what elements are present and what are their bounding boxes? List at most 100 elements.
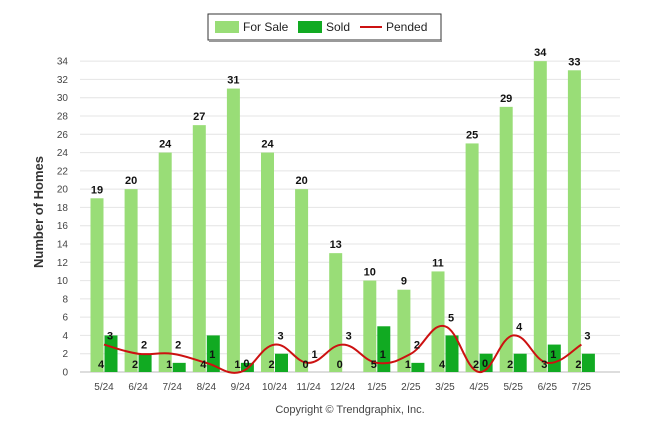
y-tick-label: 22	[57, 166, 69, 177]
for-sale-value-label: 29	[500, 93, 512, 105]
legend-box	[207, 13, 442, 41]
bar-for-sale	[363, 280, 377, 372]
for-sale-value-label: 19	[91, 184, 103, 196]
for-sale-value-label: 34	[534, 47, 547, 59]
x-tick-label: 6/25	[538, 382, 558, 393]
bar-for-sale	[192, 125, 206, 373]
pended-value-label: 1	[380, 349, 386, 361]
bar-sold	[513, 353, 527, 372]
pended-value-label: 0	[482, 358, 488, 370]
y-tick-label: 4	[62, 331, 68, 342]
bar-sold	[206, 335, 220, 372]
y-tick-label: 18	[57, 203, 69, 214]
bar-sold	[377, 326, 391, 372]
bar-for-sale	[295, 189, 309, 372]
bar-sold	[172, 362, 186, 372]
x-tick-label: 6/24	[128, 382, 148, 393]
sold-value-label: 2	[132, 359, 138, 371]
y-tick-label: 16	[57, 221, 69, 232]
legend-swatch-for-sale	[215, 21, 239, 33]
y-tick-label: 28	[57, 112, 69, 123]
pended-line-path	[103, 325, 582, 374]
bar-for-sale	[431, 271, 445, 372]
sold-value-label: 5	[371, 359, 377, 371]
sold-value-label: 3	[541, 359, 547, 371]
legend-label-sold: Sold	[326, 20, 350, 34]
for-sale-value-label: 33	[568, 56, 580, 68]
pended-value-label: 4	[516, 321, 523, 333]
y-tick-label: 20	[57, 185, 69, 196]
legend-swatch-sold	[298, 21, 322, 33]
bars	[90, 61, 595, 373]
x-tick-label: 5/24	[94, 382, 114, 393]
sold-value-label: 2	[507, 359, 513, 371]
bar-for-sale	[226, 88, 240, 373]
sold-value-label: 2	[473, 359, 479, 371]
sold-value-label: 2	[268, 359, 274, 371]
x-tick-label: 7/24	[162, 382, 182, 393]
legend-label-pended: Pended	[386, 20, 427, 34]
x-tick-label: 5/25	[503, 382, 523, 393]
x-tick-label: 10/24	[262, 382, 287, 393]
pended-value-label: 1	[550, 349, 556, 361]
sold-value-label: 0	[337, 359, 343, 371]
for-sale-value-label: 20	[295, 175, 307, 187]
pended-value-label: 3	[346, 331, 352, 343]
for-sale-value-label: 10	[364, 267, 376, 279]
y-axis-label: Number of Homes	[31, 156, 46, 268]
x-tick-label: 1/25	[367, 382, 387, 393]
sold-value-label: 2	[575, 359, 581, 371]
x-axis-ticks: 5/24 6/24 7/24 8/24 9/24 10/24 11/24 12/24 1/25 2…	[94, 382, 591, 393]
sold-value-label: 4	[98, 359, 105, 371]
pended-value-label: 3	[584, 331, 590, 343]
y-tick-label: 14	[57, 240, 69, 251]
x-tick-label: 8/24	[197, 382, 217, 393]
bar-for-sale	[533, 61, 547, 373]
y-tick-label: 30	[57, 93, 69, 104]
bar-for-sale	[329, 253, 343, 372]
bar-sold	[581, 353, 595, 372]
pended-value-label: 0	[243, 358, 249, 370]
y-tick-label: 8	[62, 294, 68, 305]
bar-for-sale	[465, 143, 479, 372]
y-tick-label: 12	[57, 258, 69, 269]
legend: For Sale Sold Pended	[207, 13, 442, 42]
bar-sold	[445, 335, 459, 372]
pended-value-label: 2	[141, 340, 147, 352]
x-tick-label: 11/24	[296, 382, 321, 393]
for-sale-value-label: 9	[401, 276, 407, 288]
bar-for-sale	[499, 106, 513, 372]
sold-value-label: 0	[303, 359, 309, 371]
y-tick-label: 0	[62, 368, 68, 379]
legend-label-for-sale: For Sale	[243, 20, 289, 34]
for-sale-value-label: 20	[125, 175, 137, 187]
bar-for-sale	[397, 289, 411, 372]
for-sale-value-label: 11	[432, 257, 444, 269]
y-tick-label: 6	[62, 313, 68, 324]
for-sale-value-label: 13	[330, 239, 342, 251]
bar-sold	[104, 335, 118, 372]
y-tick-label: 24	[57, 148, 69, 159]
pended-line	[103, 325, 582, 374]
bar-for-sale	[261, 152, 274, 372]
for-sale-value-label: 27	[193, 111, 205, 123]
for-sale-value-label: 25	[466, 129, 478, 141]
x-tick-label: 4/25	[469, 382, 489, 393]
pended-value-label: 5	[448, 312, 454, 324]
sold-value-label: 1	[234, 359, 240, 371]
y-tick-label: 10	[57, 276, 69, 287]
x-tick-label: 7/25	[572, 382, 592, 393]
pended-value-label: 1	[312, 349, 318, 361]
for-sale-value-label: 24	[261, 139, 274, 151]
sold-value-label: 4	[439, 359, 446, 371]
bar-for-sale	[90, 198, 104, 372]
pended-value-label: 3	[107, 331, 113, 343]
y-tick-label: 34	[57, 57, 69, 68]
bar-sold	[275, 353, 288, 372]
y-tick-label: 2	[62, 349, 68, 360]
x-tick-label: 3/25	[435, 382, 455, 393]
for-sale-value-label: 24	[159, 139, 172, 151]
